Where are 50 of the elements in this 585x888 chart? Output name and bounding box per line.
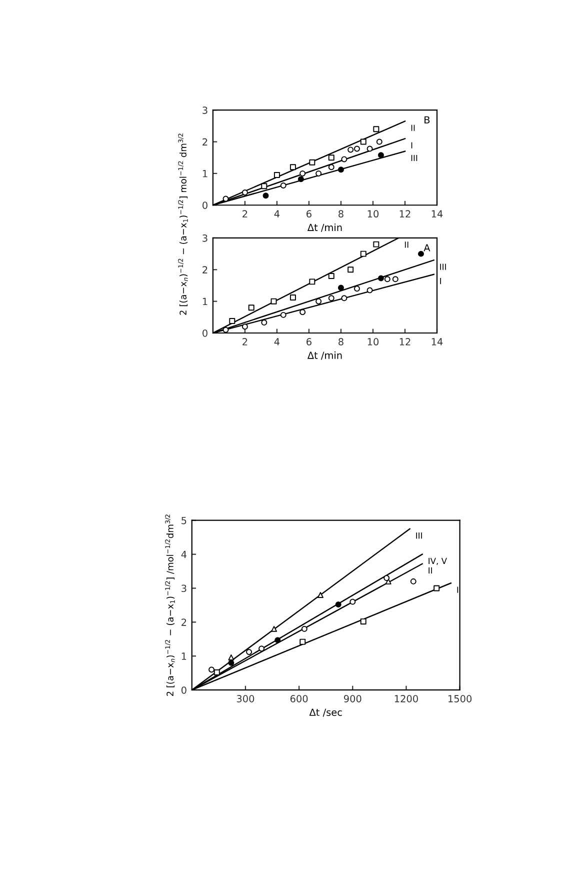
x-tick-label: 300	[236, 695, 254, 702]
text: 2 [(a−x$_{n}$)$^{−1/2}$ − (a−x$_{1}$)$^{−1/2}$] /mol$^{−1/2}$dm$^{3/2}$	[165, 514, 175, 696]
text: 2 [(a−x$_{n}$)$^{−1/2}$ − (a−x$_{1}$)$^{−1/2}$] mol$^{−1/2}$ dm$^{3/2}$	[178, 134, 188, 315]
x-tick-label: 2	[242, 210, 248, 218]
annotation: I	[411, 142, 412, 148]
y-tick-label: 3	[182, 584, 186, 592]
x-axis-title: Δt /min	[307, 351, 342, 360]
annotation: III	[416, 532, 422, 539]
y-tick-label: 4	[181, 550, 186, 558]
annotation: II	[411, 124, 415, 131]
annotation: I	[440, 278, 441, 284]
annotation: A	[424, 244, 430, 252]
x-axis-title: Δt /min	[307, 224, 342, 232]
y-tick-label: 2	[182, 618, 186, 626]
x-tick-label: 8	[338, 210, 344, 218]
x-tick-label: 2	[242, 338, 248, 346]
annotation: II	[404, 242, 408, 248]
x-tick-label: 12	[400, 210, 410, 218]
x-tick-label: 14	[432, 338, 443, 346]
y-tick-label: 0	[202, 202, 208, 209]
annotation: IV, V	[428, 558, 447, 565]
y-tick-label: 5	[182, 516, 186, 524]
y-tick-label: 0	[202, 329, 208, 337]
annotation: I	[457, 586, 458, 593]
y-tick-label: 1	[202, 298, 208, 306]
y-tick-label: 0	[181, 686, 186, 694]
x-tick-label: 6	[306, 338, 312, 346]
x-tick-label: 4	[274, 338, 280, 346]
annotation: B	[424, 116, 430, 124]
x-tick-label: 600	[290, 695, 308, 702]
y-tick-label: 3	[202, 234, 208, 242]
x-tick-label: 900	[344, 695, 362, 702]
x-tick-label: 10	[368, 338, 379, 346]
x-tick-label: 1200	[394, 695, 418, 702]
y-tick-label: 2	[202, 266, 208, 274]
x-tick-label: 4	[274, 210, 280, 218]
y-tick-label: 2	[202, 138, 208, 146]
y-tick-label: 1	[182, 652, 186, 660]
x-tick-label: 1500	[448, 695, 472, 702]
x-tick-label: 12	[400, 338, 410, 346]
x-tick-label: 8	[338, 338, 344, 346]
annotation: II	[428, 567, 432, 574]
annotation: III	[411, 154, 418, 162]
y-tick-label: 1	[202, 170, 208, 178]
x-tick-label: 10	[368, 210, 379, 218]
x-axis-title: Δt /sec	[309, 708, 342, 717]
y-tick-label: 3	[202, 106, 208, 114]
annotation: III	[440, 264, 446, 270]
x-tick-label: 14	[432, 210, 443, 218]
x-tick-label: 6	[306, 210, 312, 218]
